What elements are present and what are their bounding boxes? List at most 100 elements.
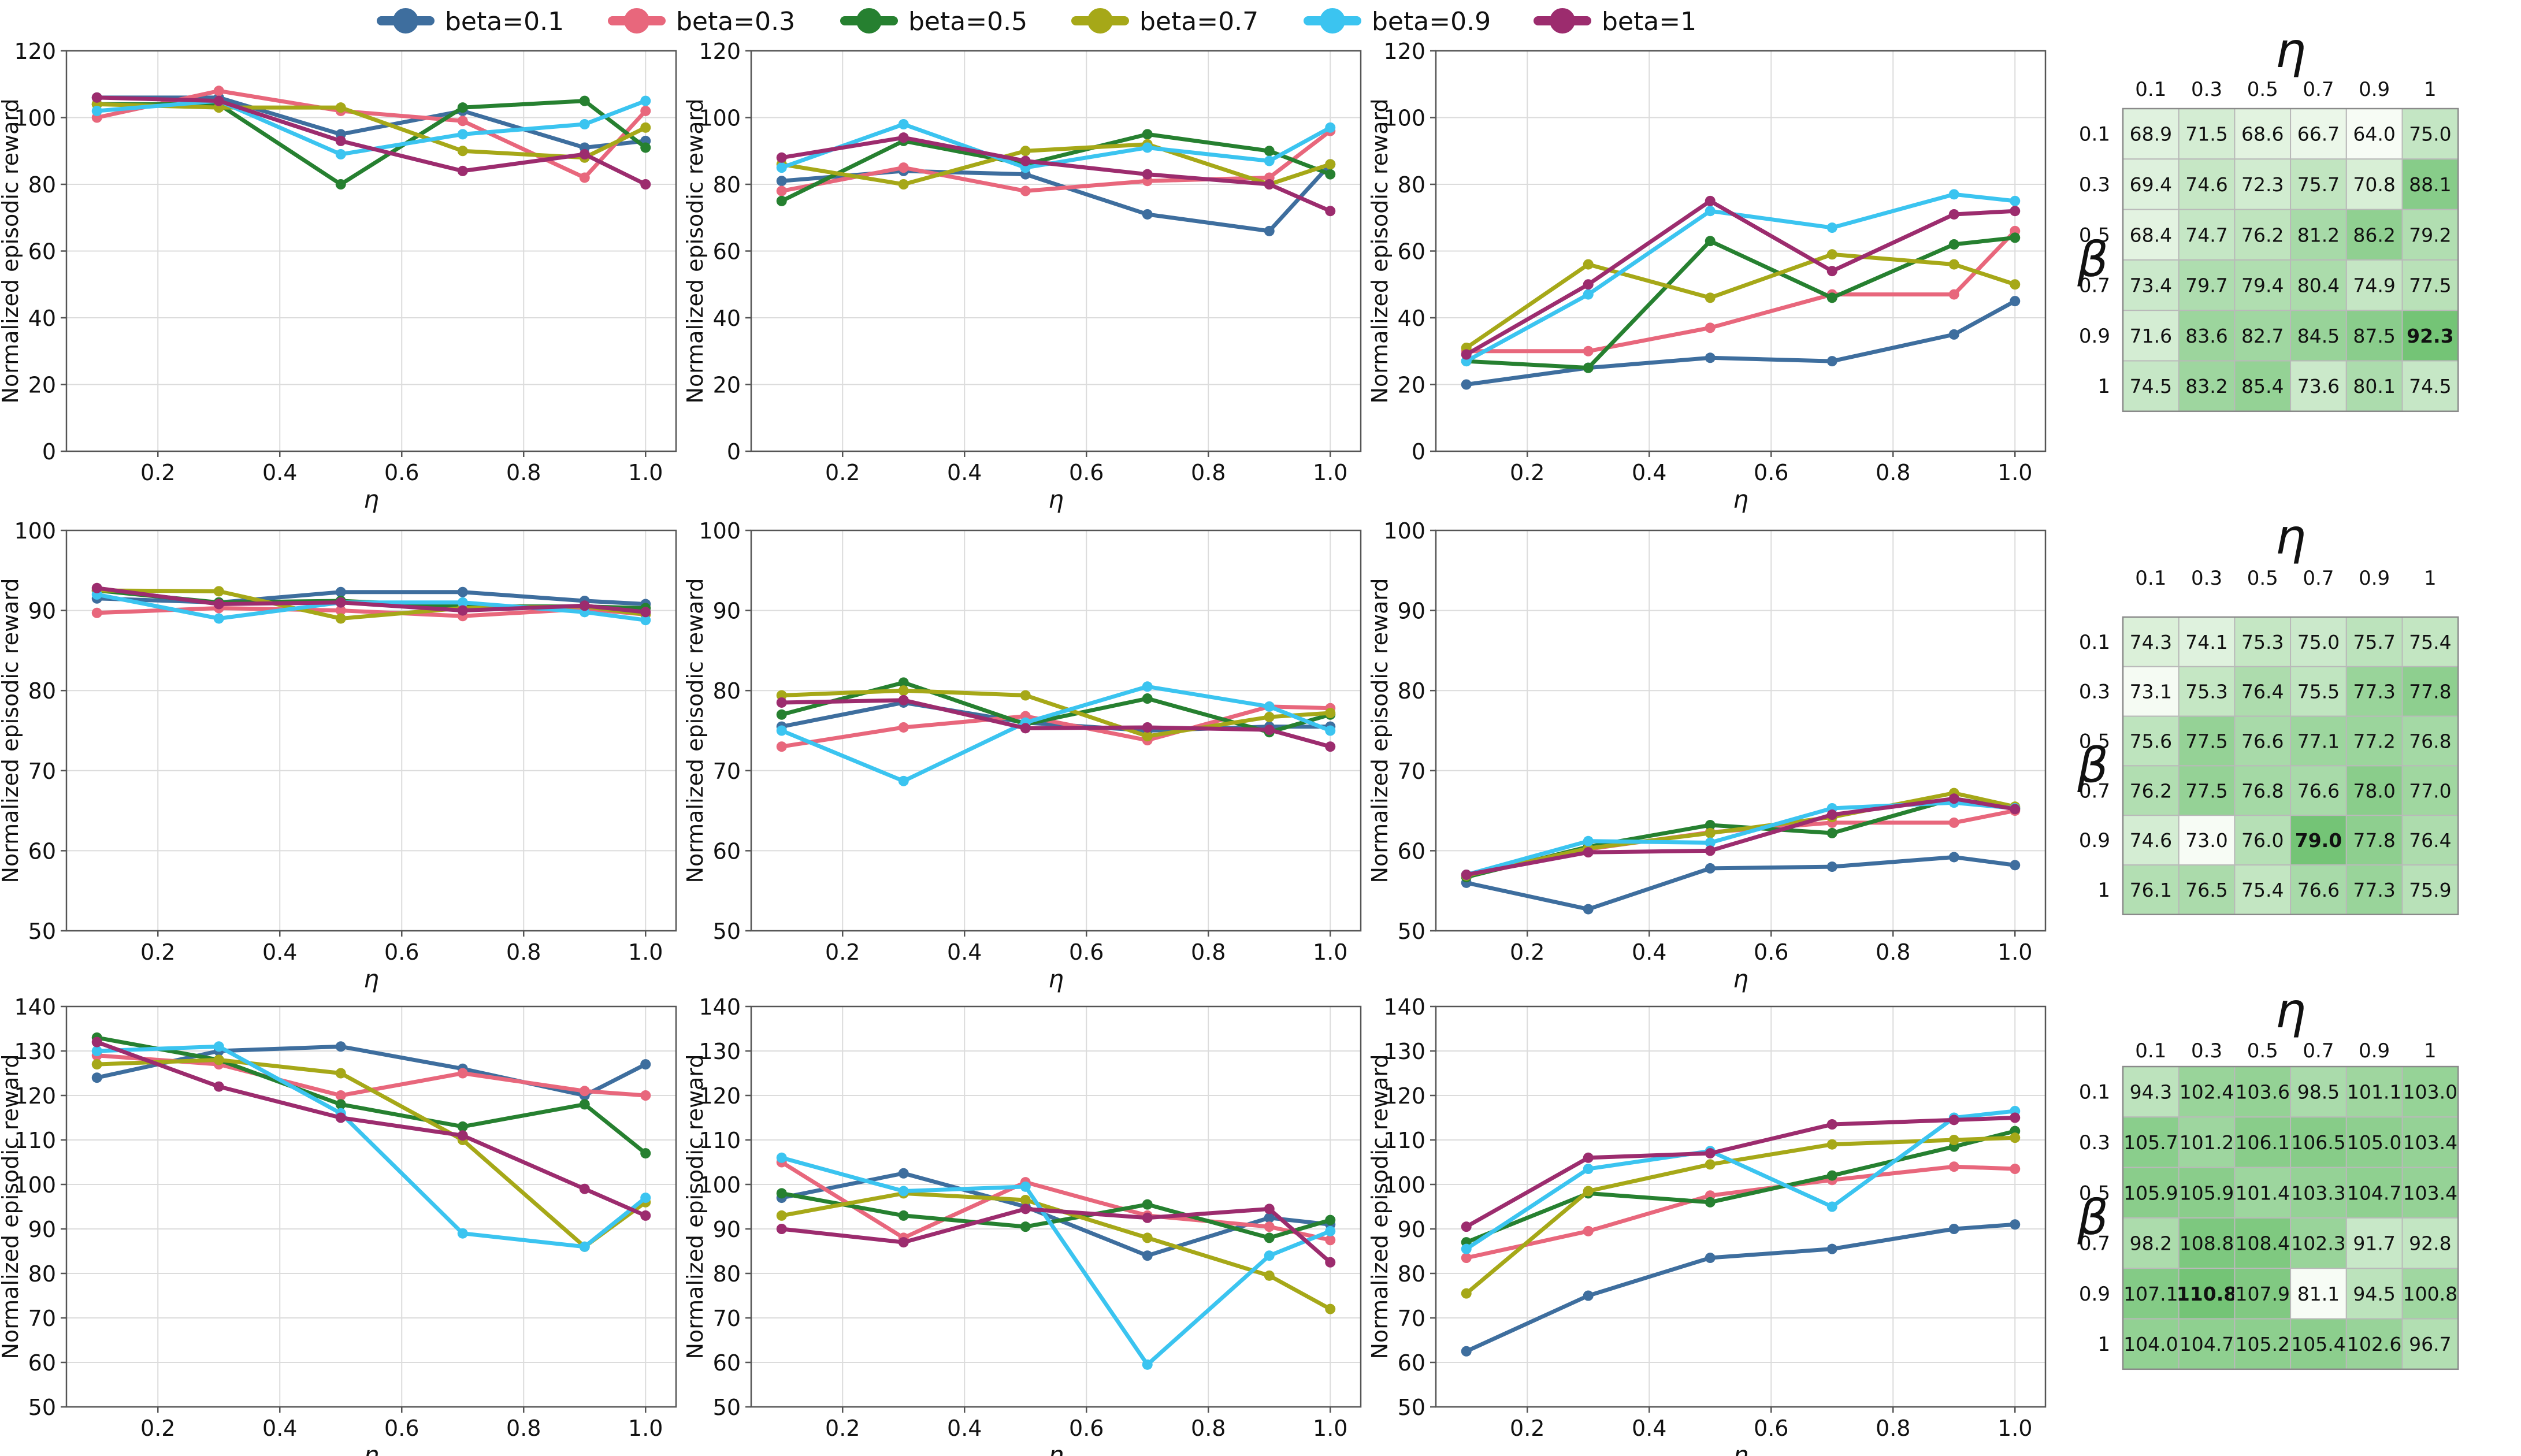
heatmap-value: 73.4 bbox=[2130, 274, 2172, 297]
heatmap-col-label: 0.7 bbox=[2303, 567, 2334, 590]
legend-item-0: beta=0.1 bbox=[377, 7, 564, 36]
x-tick-label: 0.4 bbox=[947, 460, 982, 485]
data-point bbox=[457, 597, 468, 608]
series-line bbox=[1466, 855, 2015, 912]
data-point bbox=[1142, 142, 1153, 153]
heatmap-cell bbox=[2178, 1268, 2236, 1320]
x-tick-label: 1.0 bbox=[1313, 1416, 1347, 1441]
data-point bbox=[1583, 289, 1594, 300]
series-line bbox=[781, 122, 1331, 170]
line-chart-r2c0: 50 60 70 80 90 100 110 120 130 140 0.2 0.4 0.6 0.8 1.0… bbox=[0, 994, 677, 1456]
y-tick-label: 120 bbox=[1383, 1083, 1425, 1109]
heatmap-value: 104.7 bbox=[2347, 1182, 2401, 1204]
heatmap-col-label: 0.3 bbox=[2191, 78, 2222, 101]
data-point bbox=[335, 1112, 346, 1123]
data-point bbox=[335, 613, 346, 624]
heatmap-cell bbox=[2345, 259, 2403, 311]
heatmap-value: 102.3 bbox=[2291, 1232, 2345, 1255]
legend-item-2: beta=0.5 bbox=[840, 7, 1027, 36]
data-point bbox=[1325, 1257, 1336, 1268]
data-point bbox=[213, 1054, 224, 1065]
x-tick-label: 0.6 bbox=[1754, 939, 1788, 965]
series-line bbox=[781, 688, 1331, 738]
heatmap-cell bbox=[2290, 815, 2347, 866]
heatmap-cell bbox=[2345, 815, 2403, 866]
data-point bbox=[640, 105, 651, 116]
legend-marker bbox=[1087, 8, 1113, 34]
series-line bbox=[780, 1160, 1331, 1242]
data-point bbox=[457, 1130, 468, 1141]
y-tick-label: 50 bbox=[1398, 919, 1425, 944]
heatmap-cell bbox=[2234, 666, 2292, 717]
y-tick-label: 90 bbox=[713, 1217, 741, 1242]
data-point bbox=[1142, 169, 1153, 180]
heatmap-value: 105.9 bbox=[2123, 1182, 2178, 1204]
data-point bbox=[335, 605, 346, 616]
x-tick-label: 0.8 bbox=[1191, 1416, 1226, 1441]
y-tick-label: 100 bbox=[14, 518, 56, 544]
data-point bbox=[579, 600, 590, 611]
heatmap-value: 106.5 bbox=[2291, 1131, 2345, 1154]
data-point bbox=[1583, 362, 1594, 373]
data-point bbox=[1325, 741, 1336, 752]
series-line bbox=[96, 586, 646, 614]
heatmap-value: 74.5 bbox=[2130, 375, 2172, 398]
data-point bbox=[335, 1090, 346, 1101]
x-tick-label: 1.0 bbox=[1313, 939, 1347, 965]
y-axis-label: Normalized episodic reward bbox=[1367, 578, 1393, 883]
series-beta=1 bbox=[776, 694, 1336, 752]
x-tick-label: 0.4 bbox=[262, 1416, 297, 1441]
series-line bbox=[96, 1035, 647, 1155]
heatmap-cell bbox=[2345, 666, 2403, 717]
heatmap-cell bbox=[2290, 1116, 2347, 1168]
heatmap-value: 76.4 bbox=[2241, 681, 2284, 703]
series-beta=0.5 bbox=[1461, 232, 2021, 373]
y-axis-label: Normalized episodic reward bbox=[0, 578, 23, 883]
data-point bbox=[335, 586, 346, 597]
data-point bbox=[1705, 837, 1716, 848]
x-tick-label: 1.0 bbox=[1998, 460, 2032, 485]
heatmap-value: 105.4 bbox=[2291, 1333, 2345, 1355]
heatmap-cell bbox=[2234, 1318, 2292, 1370]
data-point bbox=[1142, 209, 1153, 220]
heatmap-cell bbox=[2290, 108, 2347, 160]
heatmap-row-label: 0.3 bbox=[2079, 1131, 2110, 1154]
series-line bbox=[1466, 299, 2016, 387]
data-point bbox=[1826, 809, 1837, 820]
data-point bbox=[579, 149, 590, 160]
line-chart-r2c2: 50 60 70 80 90 100 110 120 130 140 0.2 0.4 0.6 0.8 1.0… bbox=[1367, 994, 2047, 1456]
data-point bbox=[1461, 1221, 1472, 1232]
x-tick-label: 0.6 bbox=[1069, 1416, 1104, 1441]
x-tick-label: 0.4 bbox=[947, 939, 982, 965]
heatmap-value: 74.9 bbox=[2353, 274, 2395, 297]
heatmap-row-label: 1 bbox=[2097, 1333, 2110, 1356]
data-point bbox=[2010, 1219, 2021, 1230]
heatmap-row-label: 0.3 bbox=[2079, 173, 2110, 196]
data-point bbox=[1826, 827, 1837, 838]
y-tick-label: 60 bbox=[28, 239, 56, 265]
data-point bbox=[335, 102, 346, 113]
heatmap-cell bbox=[2401, 310, 2459, 362]
data-point bbox=[1705, 292, 1716, 303]
legend-item-3: beta=0.7 bbox=[1071, 7, 1258, 36]
heatmap-value: 79.2 bbox=[2409, 224, 2451, 246]
heatmap-value: 107.9 bbox=[2236, 1283, 2290, 1305]
y-tick-label: 0 bbox=[727, 439, 741, 465]
heatmap-col-label: 0.7 bbox=[2303, 78, 2334, 101]
data-point bbox=[1826, 356, 1837, 367]
data-point bbox=[1583, 847, 1594, 858]
heatmap-value: 70.8 bbox=[2353, 173, 2395, 196]
y-tick-label: 100 bbox=[699, 106, 741, 131]
series-beta=0.7 bbox=[91, 1054, 651, 1252]
y-tick-label: 0 bbox=[42, 439, 56, 465]
legend-item-1: beta=0.3 bbox=[608, 7, 795, 36]
series-beta=1 bbox=[91, 582, 651, 618]
data-point bbox=[1948, 259, 1959, 270]
series-beta=0.9 bbox=[776, 1152, 1336, 1370]
x-tick-label: 1.0 bbox=[1998, 939, 2032, 965]
y-axis-label: Normalized episodic reward bbox=[0, 1054, 23, 1360]
series-beta=0.7 bbox=[1461, 1132, 2021, 1299]
y-tick-label: 40 bbox=[28, 306, 56, 331]
heatmap-row-label: 0.9 bbox=[2079, 325, 2110, 348]
series-line bbox=[781, 142, 1331, 187]
